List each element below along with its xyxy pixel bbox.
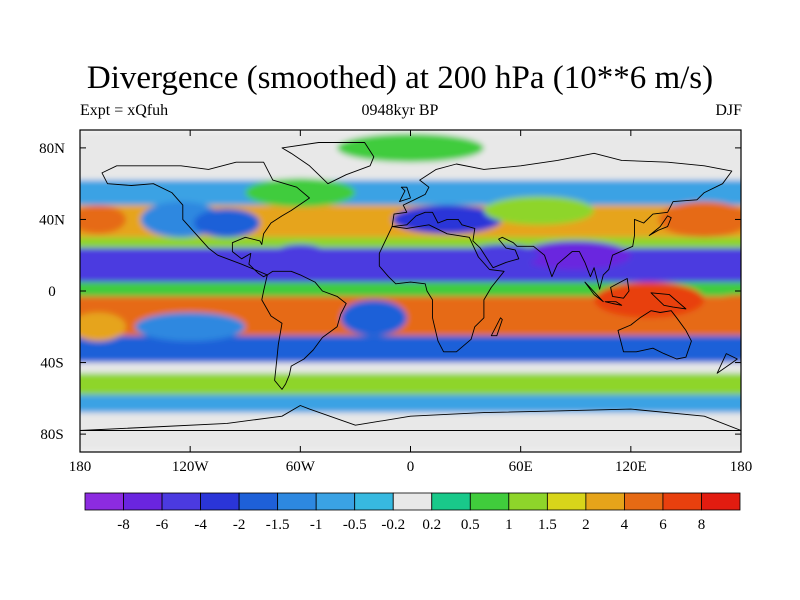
colorbar-swatch: [431, 492, 471, 511]
chart-title: Divergence (smoothed) at 200 hPa (10**6 …: [86, 60, 714, 96]
lon-tick-label: 0: [407, 459, 415, 475]
field-band: [80, 362, 741, 374]
colorbar-label: 1.5: [538, 517, 557, 533]
colorbar-swatch: [624, 492, 664, 511]
colorbar-swatch: [508, 492, 548, 511]
coastline-path: [650, 292, 687, 310]
coastline-path: [101, 161, 310, 278]
coastline-path: [610, 278, 630, 299]
lon-tick-label: 120W: [172, 459, 210, 475]
colorbar-swatch: [315, 492, 356, 511]
field-band: [80, 373, 741, 395]
colorbar-swatch: [469, 492, 510, 511]
lon-tick-label: 180: [69, 459, 92, 475]
colorbar-label: 8: [698, 517, 706, 533]
colorbar-label: 6: [659, 517, 667, 533]
lat-tick-label: 0: [48, 284, 56, 300]
colorbar-label: -1: [310, 517, 323, 533]
field-cell: [337, 133, 484, 163]
colorbar-swatch: [354, 492, 394, 511]
field-band: [80, 282, 741, 297]
lon-tick-label: 120E: [615, 459, 647, 475]
colorbar-swatch: [84, 492, 124, 511]
coastline-path: [281, 142, 375, 185]
colorbar-label: 4: [621, 517, 629, 533]
coastline-path: [490, 317, 503, 337]
field-cell: [135, 312, 246, 342]
field-cell: [658, 201, 741, 238]
field-band: [80, 248, 741, 283]
coastline-path: [378, 224, 505, 353]
coastline-path: [584, 281, 604, 303]
coastline-path: [80, 405, 741, 431]
coastline-path: [604, 301, 623, 306]
season-label: DJF: [715, 102, 742, 119]
colorbar-label: -4: [194, 517, 207, 533]
colorbar-label: -0.2: [381, 517, 405, 533]
field-band: [80, 394, 741, 413]
colorbar-label: 2: [582, 517, 590, 533]
coastline-path: [716, 353, 738, 374]
colorbar-label: -6: [156, 517, 169, 533]
field-cell: [465, 244, 540, 266]
colorbar-swatch: [161, 492, 201, 511]
field-cell: [434, 303, 479, 333]
field-cell: [594, 282, 705, 318]
colorbar-label: -1.5: [266, 517, 290, 533]
lon-tick-label: 60W: [286, 459, 316, 475]
lat-tick-label: 80N: [39, 141, 65, 157]
lon-tick-label: 60E: [509, 459, 533, 475]
field-band: [80, 180, 741, 206]
colorbar-swatch: [546, 492, 587, 511]
lon-tick-label: 180: [730, 459, 753, 475]
field-cell: [483, 196, 595, 225]
colorbar-label: 0.2: [422, 517, 441, 533]
colorbar-swatch: [123, 492, 163, 511]
field-cell: [80, 312, 126, 342]
field-cell: [245, 178, 356, 207]
coastline-path: [261, 270, 347, 390]
colorbar-swatch: [392, 492, 433, 511]
colorbar: -8 -6 -4 -2 -1.5 -1 -0.5 -0.2 0.2 0.5 1 1.5 2 4 6 8: [84, 492, 741, 533]
colorbar-swatch: [662, 492, 702, 511]
divergence-field: [80, 130, 741, 452]
time-period-label: 0948kyr BP: [361, 102, 439, 119]
coastline-path: [399, 186, 411, 203]
coastline-path: [617, 310, 692, 360]
field-cell: [193, 208, 260, 238]
field-cell: [520, 240, 631, 270]
colorbar-label: 1: [505, 517, 513, 533]
colorbar-label: -0.5: [343, 517, 367, 533]
field-band: [80, 237, 741, 249]
colorbar-label: -2: [233, 517, 246, 533]
field-cell: [704, 294, 741, 324]
lat-tick-label: 40S: [40, 356, 63, 372]
lat-tick-label: 80S: [40, 427, 63, 443]
lat-tick-label: 40N: [39, 212, 65, 228]
colorbar-swatch: [200, 492, 240, 511]
field-cell: [272, 298, 328, 327]
coastline-path: [391, 152, 733, 290]
map-axes: 180 120W 60W 0 60E 120E 180 80N 40N 0 40S 80S: [39, 130, 752, 475]
field-band: [80, 412, 741, 452]
colorbar-swatch: [277, 492, 317, 511]
field-cell: [272, 244, 328, 266]
coastline-path: [648, 215, 672, 236]
colorbar-label: -8: [117, 517, 130, 533]
colorbar-swatch: [701, 492, 741, 511]
colorbar-swatch: [238, 492, 279, 511]
field-cell: [80, 205, 126, 234]
colorbar-label: 0.5: [461, 517, 480, 533]
coastlines: [80, 142, 741, 431]
field-cell: [340, 299, 407, 336]
experiment-label: Expt = xQfuh: [80, 102, 169, 119]
colorbar-swatch: [585, 492, 625, 511]
